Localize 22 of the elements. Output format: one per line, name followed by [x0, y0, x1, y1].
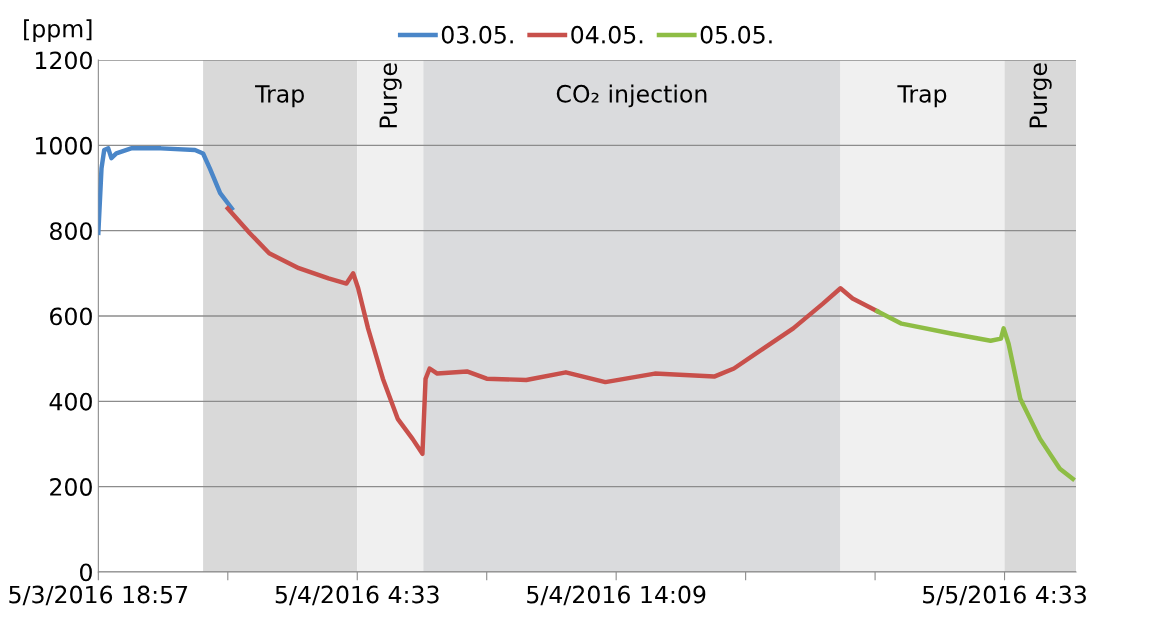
x-tick-label: 5/3/2016 18:57 [9, 585, 188, 606]
legend-label: 04.05. [571, 25, 643, 44]
y-tick-label: 1000 [35, 136, 92, 155]
line-series [875, 309, 1076, 482]
y-tick-label: 200 [50, 478, 92, 496]
legend-label: 03.05. [441, 25, 513, 44]
band-label: Trap [897, 85, 947, 108]
y-axis-title: [ppm] [24, 19, 92, 43]
band-label: Purge [379, 63, 402, 128]
legend-label: 05.05. [700, 25, 772, 44]
y-tick-label: 1200 [35, 51, 92, 70]
y-tick-label: 800 [50, 222, 92, 240]
line-series [98, 146, 235, 236]
band-label: Trap [255, 85, 304, 108]
x-tick-label: 5/5/2016 4:33 [923, 585, 1086, 606]
y-tick-label: 600 [50, 307, 92, 326]
x-tick-label: 5/4/2016 4:33 [275, 585, 439, 606]
band-label: Purge [1029, 63, 1052, 128]
band-label: CO₂ injection [556, 84, 707, 108]
x-tick-label: 5/4/2016 14:09 [527, 585, 706, 606]
y-tick-label: 400 [49, 392, 92, 411]
y-tick-label: 0 [80, 563, 92, 582]
